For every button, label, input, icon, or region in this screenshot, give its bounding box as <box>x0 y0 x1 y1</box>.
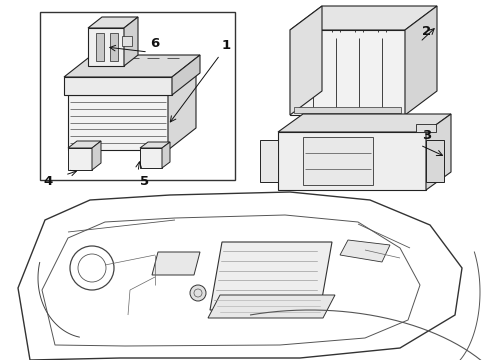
Polygon shape <box>290 6 437 30</box>
Polygon shape <box>162 142 170 168</box>
Polygon shape <box>88 28 124 66</box>
Text: 3: 3 <box>422 129 431 142</box>
Polygon shape <box>426 114 451 190</box>
Polygon shape <box>88 17 138 28</box>
Text: 4: 4 <box>44 175 53 188</box>
Circle shape <box>263 155 275 167</box>
Polygon shape <box>294 107 401 113</box>
Polygon shape <box>172 55 200 95</box>
Polygon shape <box>290 30 405 115</box>
Polygon shape <box>210 242 332 310</box>
Polygon shape <box>168 73 196 150</box>
Polygon shape <box>110 33 118 61</box>
Polygon shape <box>96 33 104 61</box>
Polygon shape <box>152 252 200 275</box>
Polygon shape <box>290 6 322 115</box>
Circle shape <box>429 155 441 167</box>
Polygon shape <box>64 77 172 95</box>
Polygon shape <box>405 6 437 115</box>
Polygon shape <box>303 137 373 185</box>
Polygon shape <box>426 140 444 182</box>
Polygon shape <box>92 141 101 170</box>
Polygon shape <box>260 140 278 182</box>
Polygon shape <box>68 148 92 170</box>
Polygon shape <box>140 142 170 148</box>
Polygon shape <box>208 295 335 318</box>
Text: 5: 5 <box>140 175 149 188</box>
Polygon shape <box>416 124 436 132</box>
Circle shape <box>302 295 318 311</box>
Polygon shape <box>68 141 101 148</box>
Polygon shape <box>64 55 200 77</box>
Bar <box>40 12 235 180</box>
Text: 2: 2 <box>422 25 431 38</box>
Polygon shape <box>122 36 132 46</box>
Polygon shape <box>68 95 168 150</box>
Polygon shape <box>278 132 426 190</box>
Text: 6: 6 <box>150 37 159 50</box>
Polygon shape <box>140 148 162 168</box>
Polygon shape <box>340 240 390 262</box>
Circle shape <box>190 285 206 301</box>
Polygon shape <box>278 114 451 132</box>
Polygon shape <box>68 73 196 95</box>
Polygon shape <box>124 17 138 66</box>
Text: 1: 1 <box>222 39 231 52</box>
